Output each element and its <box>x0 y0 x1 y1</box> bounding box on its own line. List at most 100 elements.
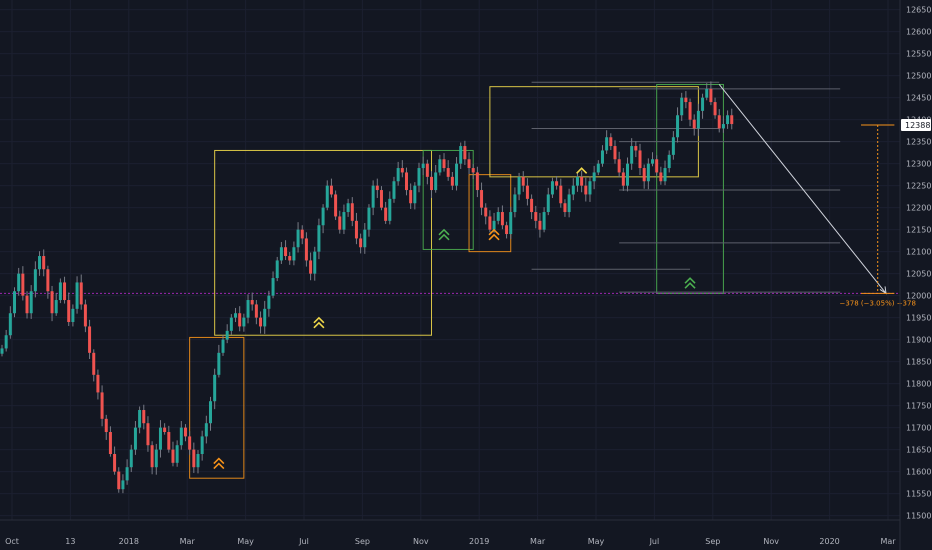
candle-body <box>209 401 212 424</box>
candle-body <box>630 146 634 164</box>
candle-body <box>730 115 734 125</box>
candle-body <box>150 445 154 468</box>
price-tags: 12388 <box>901 118 931 131</box>
candle-body <box>179 427 183 446</box>
candle <box>338 210 342 234</box>
time-axis[interactable]: Oct 13 2018 Mar May Jul Sep Nov 2019 Mar May Jul Sep… <box>5 537 896 546</box>
candle <box>275 256 279 282</box>
candle-body <box>204 423 208 437</box>
candle-body <box>617 159 621 173</box>
candle-body <box>29 291 33 314</box>
price-tick-label: 11950 <box>906 314 931 323</box>
candle <box>709 81 713 106</box>
candle-body <box>605 137 609 151</box>
candle-body <box>254 304 258 318</box>
price-tick-label: 11500 <box>906 512 931 521</box>
candle <box>196 450 200 474</box>
candle <box>392 176 396 203</box>
candle <box>646 158 650 190</box>
candle <box>621 168 625 191</box>
candle <box>471 164 475 180</box>
candle <box>379 186 383 211</box>
candle <box>409 183 413 209</box>
candle <box>530 194 534 220</box>
price-tick-label: 11750 <box>906 402 931 411</box>
candle <box>559 178 563 208</box>
candle-body <box>175 445 179 463</box>
candle-body <box>188 436 192 450</box>
candle <box>329 178 333 198</box>
candle <box>626 157 629 192</box>
candle-body <box>142 410 146 424</box>
candle <box>58 278 62 304</box>
candle-body <box>555 181 559 186</box>
candle-body <box>467 159 471 169</box>
candle-body <box>279 247 283 261</box>
candle-body <box>246 300 250 318</box>
candle-body <box>430 176 434 191</box>
candle-body <box>421 163 425 169</box>
candle <box>146 416 150 452</box>
candle <box>63 276 67 304</box>
candle <box>642 164 646 189</box>
candle-body <box>475 172 479 191</box>
candle <box>404 167 408 196</box>
candle <box>234 307 238 323</box>
candle-body <box>692 119 696 129</box>
candle-body <box>621 172 625 186</box>
candle <box>367 204 371 237</box>
price-tick-label: 12450 <box>906 94 931 103</box>
candle <box>434 164 438 193</box>
candle <box>25 291 29 319</box>
candle-body <box>8 313 12 336</box>
chevron-stroke <box>684 277 696 284</box>
candle <box>325 180 329 211</box>
candle <box>359 233 363 254</box>
candle <box>113 446 117 475</box>
candle-body <box>158 427 162 450</box>
candle <box>38 251 42 276</box>
candle <box>442 153 446 172</box>
candle-body <box>492 220 496 230</box>
candle <box>225 324 229 344</box>
candle-body <box>125 467 129 481</box>
candle <box>121 474 125 494</box>
time-tick-label: Mar <box>530 537 546 546</box>
candle <box>204 415 208 444</box>
candle-body <box>113 454 117 472</box>
candle <box>400 160 404 178</box>
candle-body <box>259 317 263 327</box>
candle <box>509 206 513 239</box>
candle <box>292 241 296 266</box>
candle-body <box>550 181 554 195</box>
double-chevron-yellow-1 <box>313 316 325 329</box>
candle-body <box>129 449 133 468</box>
candle <box>284 240 288 260</box>
chevron-stroke <box>313 316 325 324</box>
candle <box>138 406 142 434</box>
candle-body <box>171 449 175 463</box>
time-tick-label: Sep <box>355 537 370 546</box>
candle-body <box>350 203 354 221</box>
candle-body <box>46 269 50 292</box>
candle-body <box>392 181 396 199</box>
candle-body <box>642 168 646 182</box>
candle-body <box>567 194 571 213</box>
candle-body <box>275 260 279 279</box>
candle <box>8 306 12 339</box>
candle-body <box>538 220 542 230</box>
candle-body <box>288 256 292 261</box>
candle <box>630 138 634 170</box>
candle-body <box>634 146 638 151</box>
price-tick-label: 12300 <box>906 160 931 169</box>
candle <box>721 116 725 133</box>
candle <box>100 385 104 427</box>
candle-body <box>684 97 688 103</box>
price-tick-label: 12200 <box>906 204 931 213</box>
candle-body <box>638 150 642 169</box>
price-tick-label: 12600 <box>906 28 931 37</box>
candle <box>671 131 675 160</box>
candle <box>117 467 121 493</box>
candle-body <box>471 168 475 173</box>
